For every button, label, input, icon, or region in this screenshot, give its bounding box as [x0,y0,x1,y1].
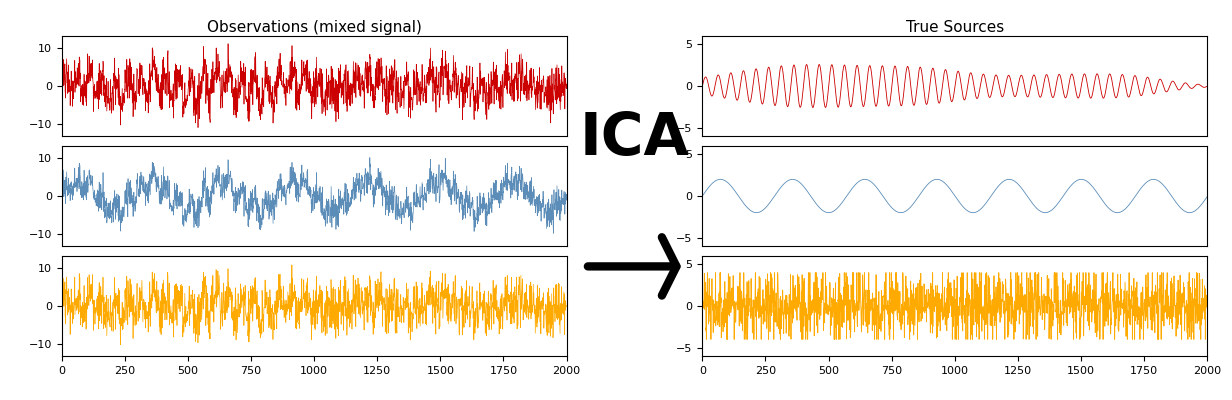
Title: Observations (mixed signal): Observations (mixed signal) [207,20,421,35]
Title: True Sources: True Sources [906,20,1004,35]
Text: ICA: ICA [580,110,689,167]
